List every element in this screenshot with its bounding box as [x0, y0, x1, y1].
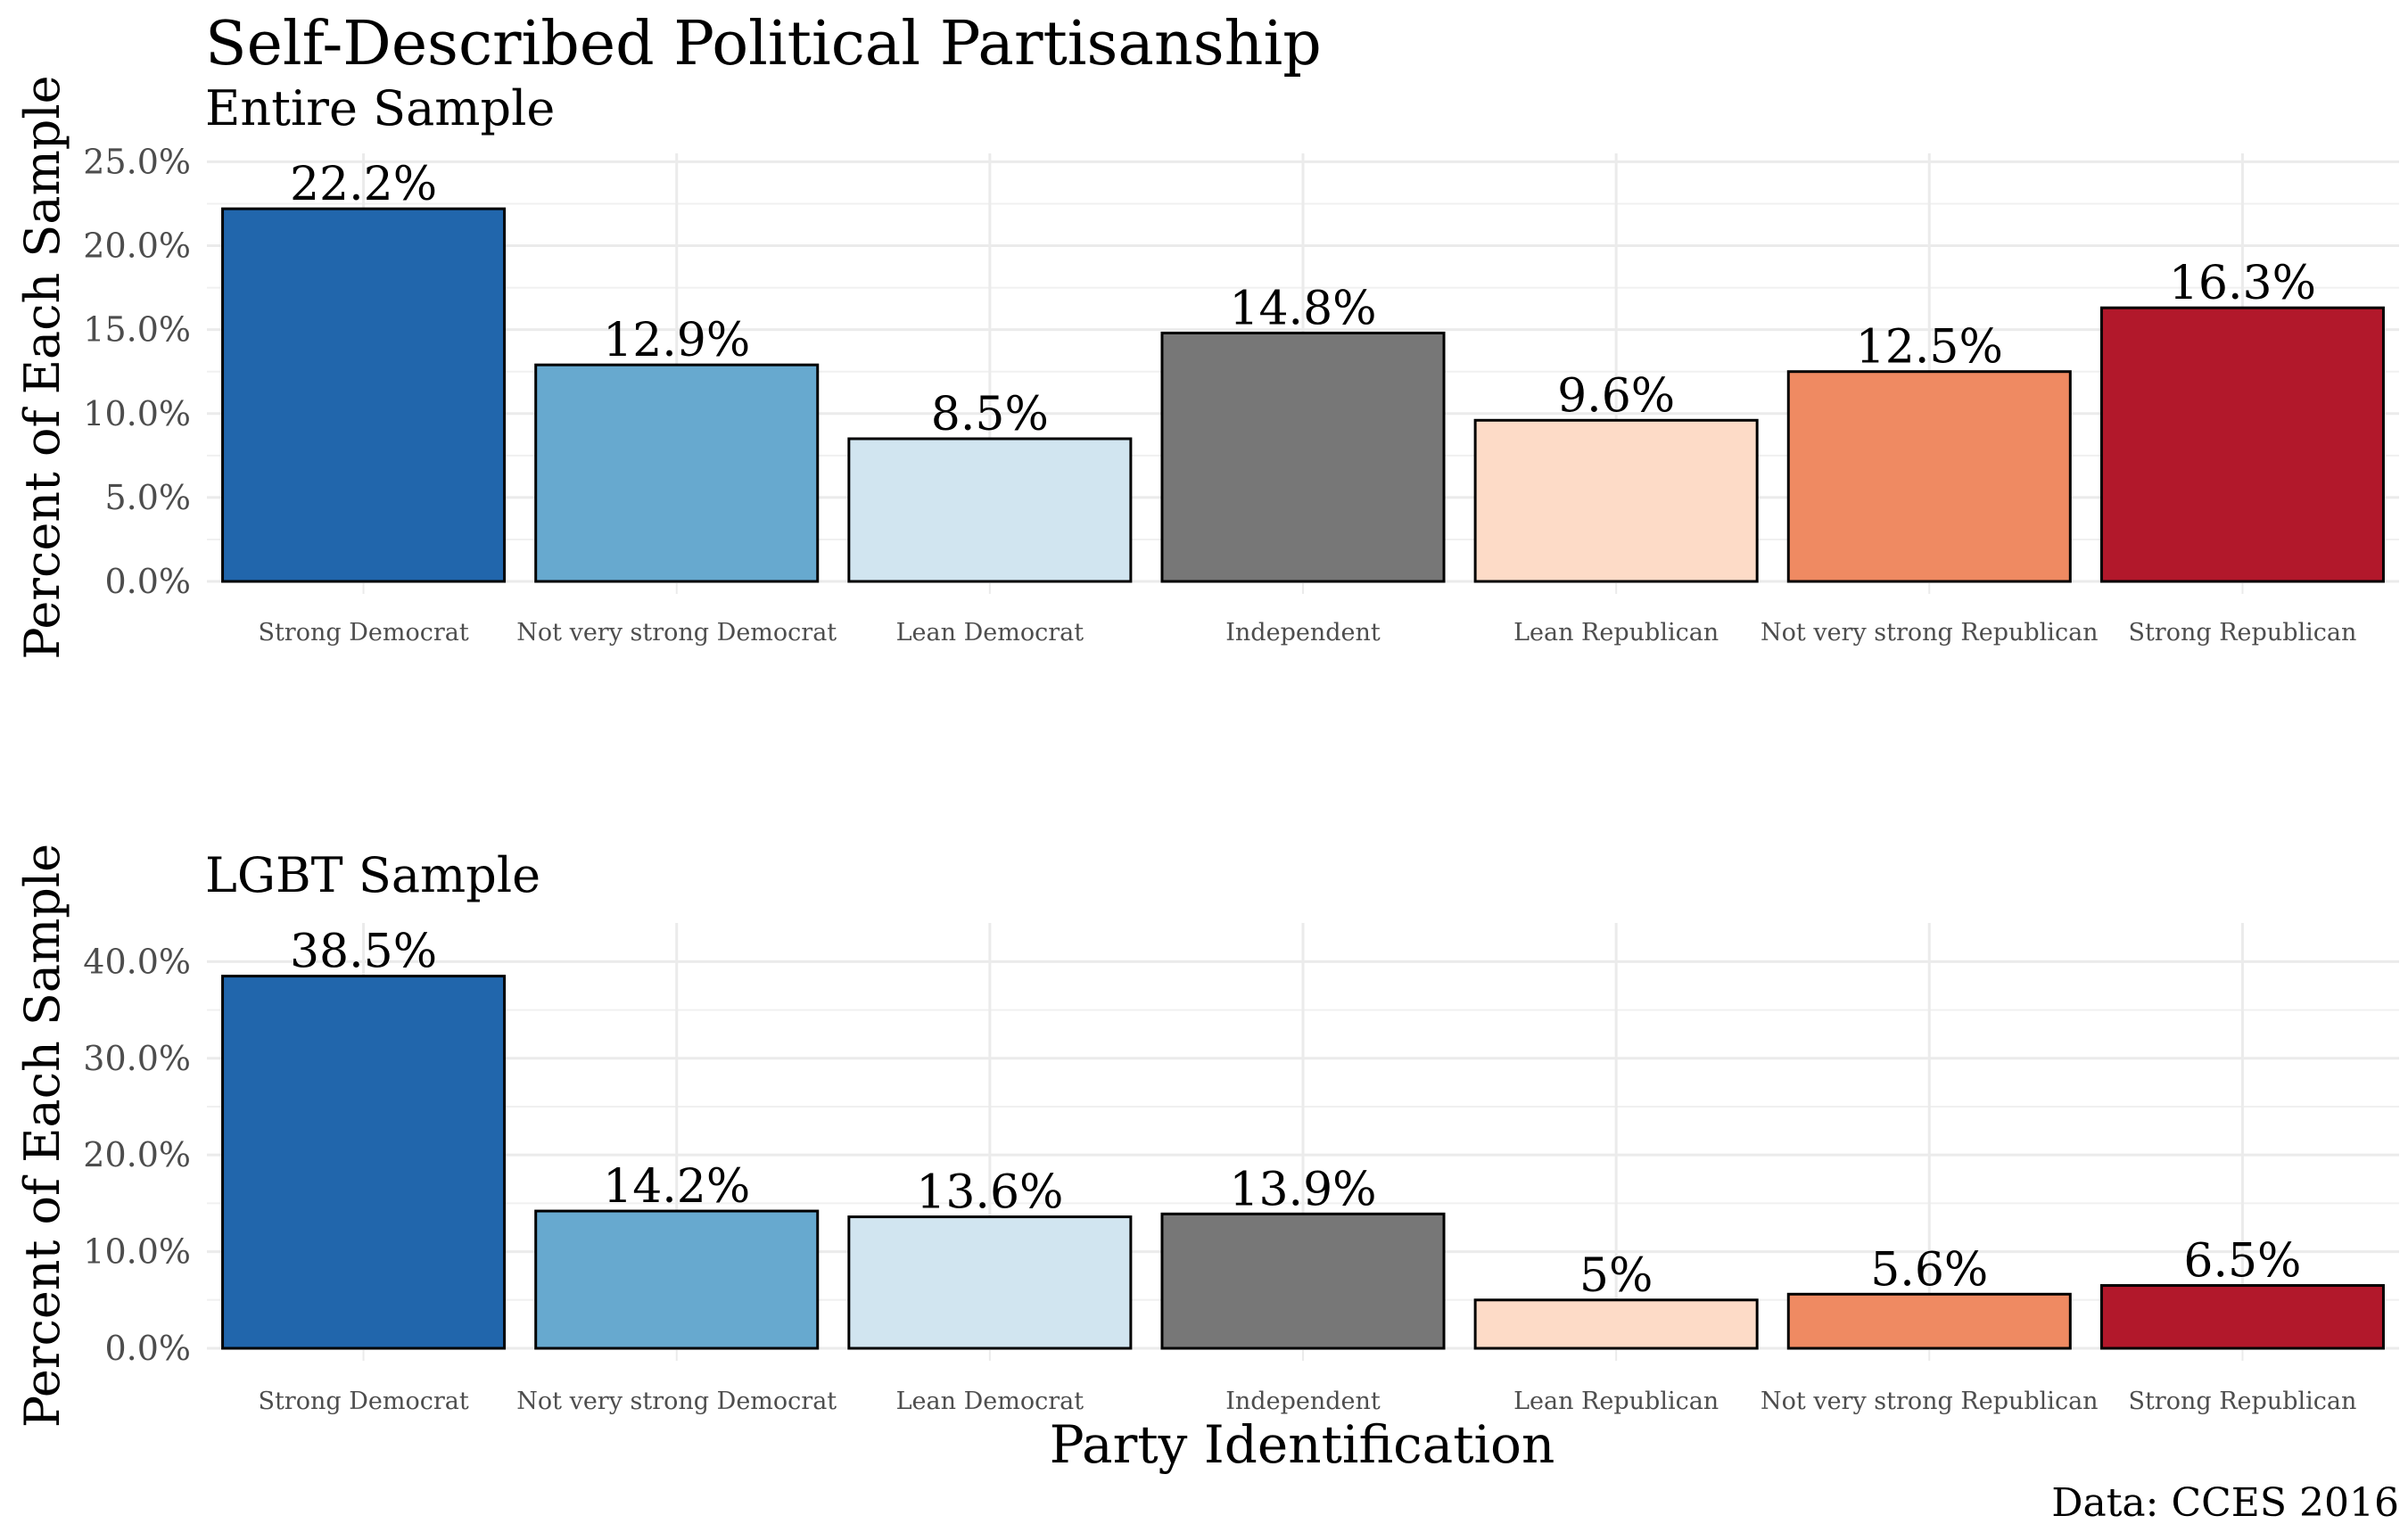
x-category-label: Lean Republican — [1513, 619, 1719, 647]
bar — [221, 207, 507, 583]
x-category-label: Lean Democrat — [896, 1388, 1084, 1415]
entire-sample-panel: Entire Sample Percent of Each Sample 0.0% 5… — [14, 75, 2399, 660]
bar — [1160, 331, 1446, 583]
bar — [534, 1209, 820, 1350]
bar — [534, 363, 820, 583]
y-tick-label: 25.0% — [83, 142, 191, 181]
bar — [2099, 1284, 2385, 1350]
bar-value-label: 16.3% — [2169, 257, 2316, 310]
bar-value-label: 12.5% — [1856, 321, 2003, 375]
bar-value-label: 14.2% — [603, 1160, 750, 1214]
bar-value-label: 5.6% — [1870, 1243, 1988, 1297]
x-category-label: Strong Democrat — [258, 619, 468, 647]
x-category-label: Strong Republican — [2128, 1388, 2356, 1415]
bar-value-label: 5% — [1579, 1249, 1653, 1303]
y-tick-label: 0.0% — [104, 1329, 191, 1368]
bar — [2099, 306, 2385, 583]
x-category-label: Not very strong Republican — [1761, 1388, 2099, 1415]
y-tick-label: 30.0% — [83, 1039, 191, 1078]
bar — [1473, 1298, 1759, 1350]
bar — [847, 1215, 1133, 1350]
y-tick-label: 40.0% — [83, 942, 191, 981]
bar-value-label: 6.5% — [2183, 1235, 2301, 1289]
y-axis-label: Percent of Each Sample — [14, 844, 70, 1428]
panel-subtitle: Entire Sample — [205, 80, 555, 136]
x-category-label: Independent — [1225, 1388, 1381, 1415]
bar-value-label: 8.5% — [931, 388, 1049, 441]
bar — [1786, 370, 2072, 583]
panel-subtitle: LGBT Sample — [205, 847, 540, 903]
x-category-label: Independent — [1225, 619, 1381, 647]
bar — [1160, 1212, 1446, 1350]
bar — [1473, 418, 1759, 583]
x-category-label: Strong Republican — [2128, 619, 2356, 647]
x-category-label: Lean Republican — [1513, 1388, 1719, 1415]
caption: Data: CCES 2016 — [2051, 1480, 2399, 1526]
bar-value-label: 13.9% — [1229, 1163, 1376, 1216]
bar-value-label: 22.2% — [290, 158, 437, 211]
y-tick-label: 10.0% — [83, 1232, 191, 1272]
x-category-label: Lean Democrat — [896, 619, 1084, 647]
x-axis-label: Party Identification — [1050, 1414, 1555, 1475]
bar-value-label: 14.8% — [1229, 282, 1376, 335]
bar-value-label: 9.6% — [1557, 369, 1675, 423]
bar-value-label: 13.6% — [916, 1166, 1063, 1220]
x-category-label: Not very strong Democrat — [516, 619, 837, 647]
chart-title: Self-Described Political Partisanship — [205, 9, 1322, 79]
bar-value-label: 38.5% — [290, 926, 437, 979]
x-category-label: Strong Democrat — [258, 1388, 468, 1415]
bar — [1786, 1292, 2072, 1350]
x-category-label: Not very strong Democrat — [516, 1388, 837, 1415]
y-tick-label: 20.0% — [83, 227, 191, 266]
y-tick-label: 0.0% — [104, 562, 191, 601]
bar — [221, 975, 507, 1350]
bar-value-label: 12.9% — [603, 314, 750, 367]
y-axis-label: Percent of Each Sample — [14, 75, 70, 659]
y-tick-label: 5.0% — [104, 478, 191, 517]
x-category-label: Not very strong Republican — [1761, 619, 2099, 647]
bar — [847, 437, 1133, 583]
y-tick-label: 10.0% — [83, 394, 191, 433]
y-tick-label: 15.0% — [83, 310, 191, 350]
lgbt-sample-panel: LGBT Sample Percent of Each Sample 0.0% 10.… — [14, 844, 2399, 1428]
y-tick-label: 20.0% — [83, 1135, 191, 1174]
